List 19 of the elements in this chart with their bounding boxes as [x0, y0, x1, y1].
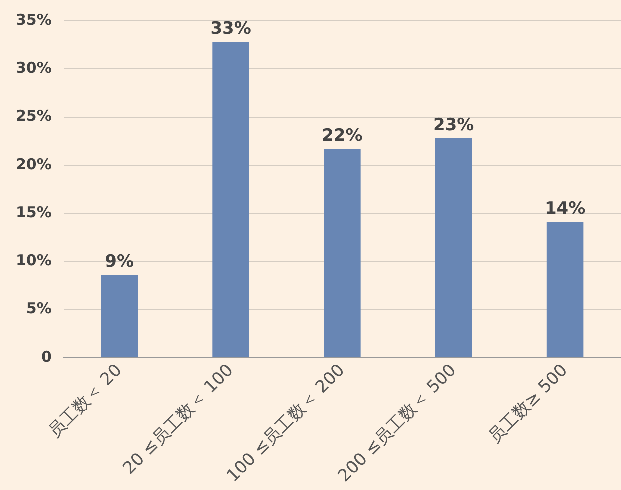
data-label: 33%	[210, 19, 252, 40]
y-tick-label: 15%	[16, 203, 52, 222]
bar	[212, 42, 250, 358]
data-label: 14%	[544, 199, 586, 220]
y-tick-label: 5%	[26, 300, 52, 318]
y-tick-label: 0	[41, 348, 52, 366]
x-tick-label: 员工数≥ 500	[484, 360, 572, 448]
data-label: 9%	[105, 252, 134, 272]
y-tick-label: 35%	[16, 10, 52, 29]
bar	[101, 275, 138, 358]
y-tick-label: 10%	[16, 252, 52, 270]
bar	[324, 149, 361, 358]
data-label: 23%	[434, 115, 474, 136]
bar	[435, 138, 472, 358]
data-label: 22%	[322, 126, 363, 146]
y-tick-label: 25%	[16, 107, 52, 126]
y-tick-label: 20%	[16, 155, 52, 174]
bar	[546, 222, 584, 358]
y-tick-label: 30%	[16, 59, 52, 78]
